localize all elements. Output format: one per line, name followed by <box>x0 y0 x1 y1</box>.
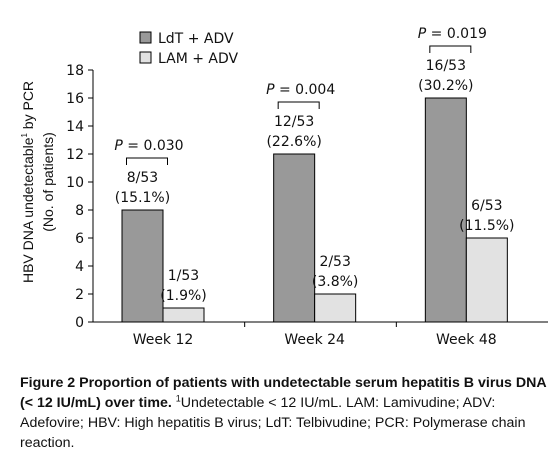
data-label: 16/53 <box>426 58 466 74</box>
bar-lam-adv <box>162 307 205 323</box>
y-tick-label: 4 <box>75 259 84 275</box>
legend-swatch-ldt-adv <box>139 31 152 44</box>
y-tick-label: 18 <box>66 63 84 79</box>
y-axis-title-line1: HBV DNA undetectable1 by PCR <box>20 81 36 283</box>
significance-bracket <box>126 157 168 165</box>
bar-lam-adv <box>314 293 357 323</box>
significance-bracket <box>429 45 472 53</box>
legend: LdT + ADV LAM + ADV <box>139 31 239 67</box>
bars <box>121 97 508 323</box>
significance-bracket <box>277 101 320 109</box>
data-label: 1/53 <box>168 268 199 284</box>
caption-title: Figure 2 Proportion of patients with und… <box>20 375 547 411</box>
y-tick-label: 10 <box>66 175 84 191</box>
data-label: 6/53 <box>471 198 502 214</box>
legend-label: LdT + ADV <box>158 31 234 47</box>
data-label: 2/53 <box>319 254 350 270</box>
bar-chart: 0 2 4 6 8 10 12 14 16 18 Week 12 Week 24 Week 48 8/5… <box>20 26 548 348</box>
y-tick-label: 0 <box>75 315 84 331</box>
data-label: 12/53 <box>274 114 314 130</box>
data-label-percent: (1.9%) <box>160 288 207 304</box>
bar-ldt-adv <box>273 153 316 323</box>
data-label-percent: (15.1%) <box>115 190 170 206</box>
y-tick-label: 8 <box>75 203 84 219</box>
x-tick-label: Week 24 <box>284 332 345 348</box>
data-label-percent: (30.2%) <box>418 78 473 94</box>
figure-caption: Figure 2 Proportion of patients with und… <box>20 373 550 453</box>
caption-text: Undetectable < 12 IU/mL. LAM: Lamivudine… <box>20 395 526 451</box>
bar-ldt-adv <box>424 97 467 323</box>
data-label-percent: (3.8%) <box>312 274 359 290</box>
x-tick-label: Week 48 <box>436 332 497 348</box>
y-axis-title-line2: (No. of patients) <box>40 132 56 232</box>
data-labels: 8/53 (15.1%) 1/53 (1.9%) 12/53 (22.6%) 2/53 (3.… <box>115 58 515 304</box>
y-axis: 0 2 4 6 8 10 12 14 16 18 Week 12 Week 24 Week 48 <box>66 63 548 348</box>
legend-label: LAM + ADV <box>158 51 239 67</box>
bar-ldt-adv <box>121 209 164 323</box>
data-label-percent: (11.5%) <box>459 218 514 234</box>
y-tick-label: 12 <box>66 147 84 163</box>
data-label-percent: (22.6%) <box>266 134 321 150</box>
y-tick-label: 6 <box>75 231 84 247</box>
data-label: 8/53 <box>127 170 158 186</box>
p-value: P = 0.030 <box>114 138 183 154</box>
y-tick-label: 14 <box>66 119 84 135</box>
p-value: P = 0.004 <box>266 82 335 98</box>
x-tick-label: Week 12 <box>133 332 194 348</box>
bar-lam-adv <box>465 237 508 323</box>
caption-footnote-mark: 1 <box>175 393 181 404</box>
p-value: P = 0.019 <box>418 26 487 42</box>
legend-swatch-lam-adv <box>139 51 152 64</box>
y-tick-label: 2 <box>75 287 84 303</box>
y-tick-label: 16 <box>66 91 84 107</box>
significance-brackets: P = 0.030 P = 0.004 P = 0.019 <box>114 26 487 165</box>
